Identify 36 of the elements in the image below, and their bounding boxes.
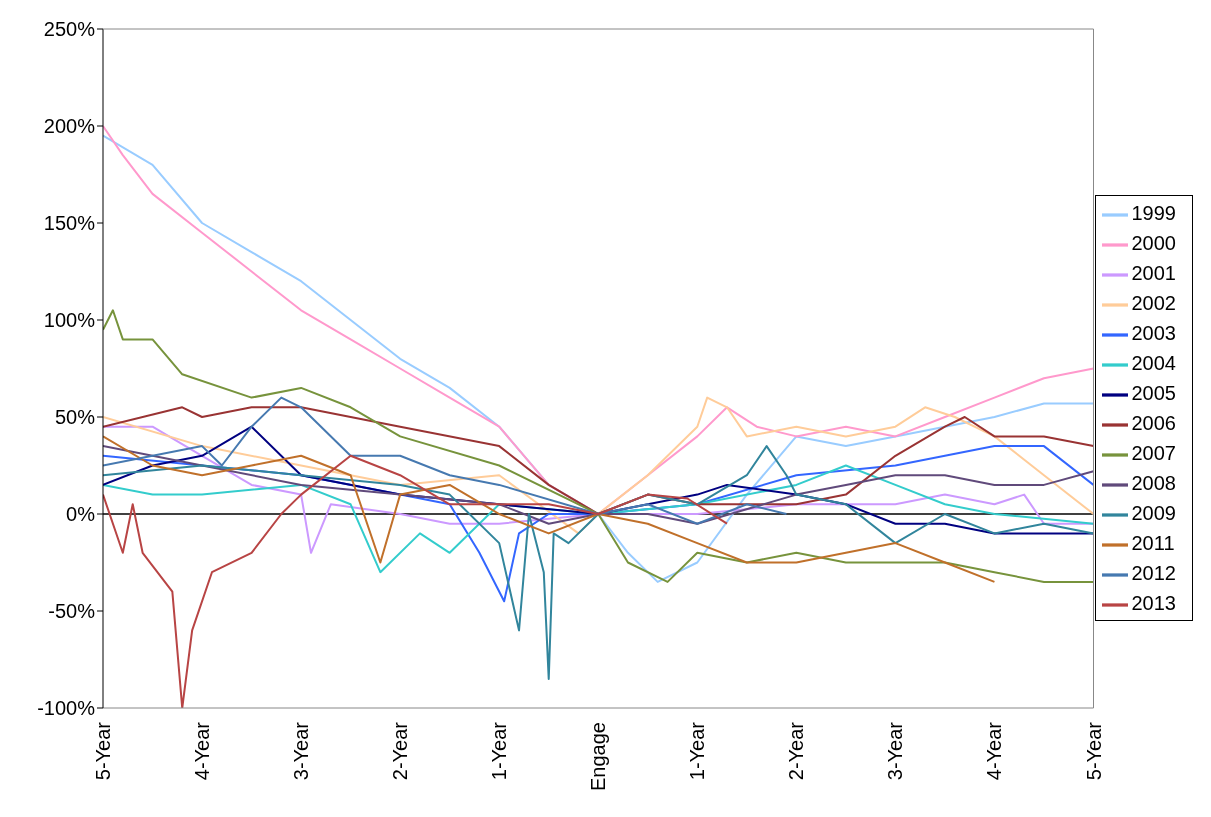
y-tick-label: -50%: [48, 600, 96, 623]
x-tick-label: 4-Year: [983, 721, 1006, 781]
legend-label: 2006: [1131, 412, 1176, 434]
y-tick-label: 200%: [43, 115, 96, 138]
legend-label: 2012: [1131, 562, 1176, 584]
line-series: [103, 435, 996, 583]
x-tick-label: 3-Year: [884, 721, 907, 781]
y-tick-label: 50%: [54, 406, 96, 429]
legend-label: 2011: [1131, 532, 1175, 554]
legend-label: 1999: [1131, 202, 1176, 224]
y-tick-label: 0%: [66, 503, 96, 526]
legend-label: 2009: [1131, 502, 1176, 524]
y-tick-label: 100%: [43, 309, 96, 332]
x-tick-label: 3-Year: [290, 721, 313, 781]
legend-label: 2008: [1131, 472, 1176, 494]
x-tick-label: 2-Year: [785, 721, 808, 781]
legend-label: 2007: [1131, 442, 1176, 464]
line-series: [103, 396, 788, 525]
legend-label: 2002: [1131, 292, 1176, 314]
x-tick-label: 1-Year: [488, 721, 511, 781]
x-tick-label: 4-Year: [191, 721, 214, 781]
legend-label: 2013: [1131, 592, 1176, 614]
y-tick-label: 150%: [43, 212, 96, 235]
x-tick-label: 5-Year: [1082, 721, 1105, 781]
x-tick-label: 5-Year: [92, 721, 114, 781]
legend-label: 2004: [1131, 352, 1176, 374]
legend-label: 2005: [1131, 382, 1176, 404]
legend-label: 2003: [1131, 322, 1176, 344]
x-tick-label: 1-Year: [686, 721, 709, 781]
x-tick-label: Engage: [587, 722, 610, 791]
y-tick-label: -100%: [37, 697, 96, 720]
x-tick-label: 2-Year: [389, 721, 412, 781]
y-tick-label: 250%: [43, 18, 96, 41]
legend-label: 2001: [1131, 262, 1176, 284]
line-series: [103, 454, 729, 708]
legend-label: 2000: [1131, 232, 1176, 254]
